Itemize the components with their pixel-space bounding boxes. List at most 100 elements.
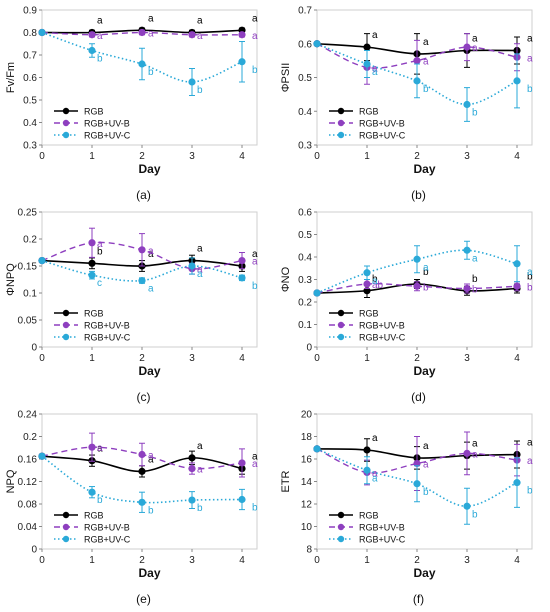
significance-letter: c — [97, 278, 102, 289]
legend-swatch-marker — [337, 511, 345, 519]
y-tick-label: 0.6 — [298, 208, 312, 219]
significance-letter: a — [252, 257, 258, 268]
legend-swatch-marker — [62, 511, 70, 519]
y-tick-label: 0.4 — [298, 107, 312, 118]
data-point — [238, 58, 246, 66]
data-point — [413, 480, 421, 488]
significance-letter: b — [527, 486, 533, 497]
legend: RGB RGB+UV-B RGB+UV-C — [329, 309, 406, 343]
data-point — [88, 271, 96, 279]
significance-letter: b — [197, 503, 203, 514]
y-tick-label: 10 — [301, 522, 313, 533]
y-tick-label: 0.5 — [23, 96, 37, 107]
y-axis-label: ΦPSII — [280, 63, 292, 93]
y-tick-label: 0.2 — [23, 235, 37, 246]
x-axis-label: Day — [138, 162, 160, 176]
series-rgb-uv-c: c aab — [38, 257, 258, 295]
y-tick-label: 0.1 — [23, 289, 37, 300]
significance-letter: a — [372, 30, 378, 41]
significance-letter: a — [527, 53, 533, 64]
data-point — [463, 284, 471, 293]
significance-letter: a — [423, 262, 429, 273]
x-tick-label: 1 — [89, 353, 95, 364]
significance-letter: ab — [372, 280, 384, 291]
legend-label: RGB — [84, 107, 104, 117]
y-tick-label: 0.9 — [23, 6, 37, 17]
significance-letter: a — [197, 441, 203, 452]
legend-label: RGB+UV-C — [359, 535, 406, 545]
y-tick-label: 0.5 — [298, 73, 312, 84]
significance-letter: a — [372, 63, 378, 74]
x-axis-label: Day — [413, 566, 435, 580]
y-tick-label: 14 — [301, 477, 313, 488]
significance-letter: a — [97, 444, 103, 455]
data-point — [138, 246, 146, 254]
x-tick-label: 3 — [464, 555, 470, 566]
significance-letter: a — [97, 31, 103, 42]
significance-letter: a — [148, 451, 154, 462]
data-point — [463, 502, 471, 510]
significance-letter: b — [472, 509, 478, 520]
significance-letter: a — [252, 452, 258, 463]
significance-letter: a — [527, 34, 533, 45]
data-point — [188, 454, 196, 462]
x-tick-label: 3 — [189, 555, 195, 566]
y-tick-label: 0.15 — [18, 262, 38, 273]
data-point — [188, 496, 196, 504]
data-point — [238, 495, 246, 504]
significance-letter: a — [197, 31, 203, 42]
plot-area — [316, 211, 533, 348]
y-axis-label: NPQ — [5, 469, 17, 493]
plot-area — [316, 413, 533, 550]
significance-letter: a — [423, 460, 429, 471]
x-tick-label: 3 — [189, 353, 195, 364]
data-point — [313, 40, 321, 48]
data-point — [188, 262, 196, 270]
plot-area — [41, 211, 258, 348]
significance-letter: b — [423, 84, 429, 95]
data-point — [238, 459, 246, 467]
y-tick-label: 0.4 — [298, 253, 312, 264]
series-rgb-uv-c: a b b b — [313, 40, 533, 122]
significance-letter: a — [252, 31, 258, 42]
data-point — [188, 31, 196, 39]
significance-letter: a — [472, 253, 478, 264]
y-tick-label: 0 — [31, 545, 37, 556]
significance-letter: a — [148, 249, 154, 260]
legend-swatch-marker — [337, 119, 345, 127]
x-tick-label: 2 — [414, 151, 420, 162]
panel-label: (b) — [411, 188, 426, 202]
legend-swatch-marker — [62, 119, 70, 127]
x-tick-label: 2 — [414, 555, 420, 566]
significance-letter: b — [472, 285, 478, 296]
y-tick-label: 0.7 — [23, 51, 37, 62]
x-axis-label: Day — [138, 566, 160, 580]
significance-letter: a — [97, 16, 103, 27]
data-point — [138, 498, 146, 506]
y-tick-label: 0.4 — [23, 118, 37, 129]
data-point — [138, 467, 146, 475]
x-tick-label: 4 — [514, 151, 520, 162]
x-tick-label: 1 — [364, 555, 370, 566]
data-point — [363, 446, 371, 454]
x-tick-label: 2 — [139, 555, 145, 566]
legend-label: RGB+UV-B — [84, 523, 130, 533]
legend-swatch-marker — [62, 523, 70, 531]
legend: RGB RGB+UV-B RGB+UV-C — [329, 107, 406, 141]
legend-swatch-marker — [62, 131, 70, 139]
x-tick-label: 0 — [314, 555, 320, 566]
panel-label: (c) — [137, 390, 151, 404]
data-point — [88, 259, 96, 267]
data-point — [38, 452, 46, 460]
y-tick-label: 0.3 — [23, 141, 37, 152]
y-tick-label: 12 — [301, 500, 313, 511]
legend-label: RGB+UV-C — [359, 333, 406, 343]
y-tick-label: 0.8 — [23, 28, 37, 39]
y-tick-label: 16 — [301, 455, 313, 466]
panel-label: (f) — [413, 592, 424, 606]
y-tick-label: 0 — [306, 343, 312, 354]
